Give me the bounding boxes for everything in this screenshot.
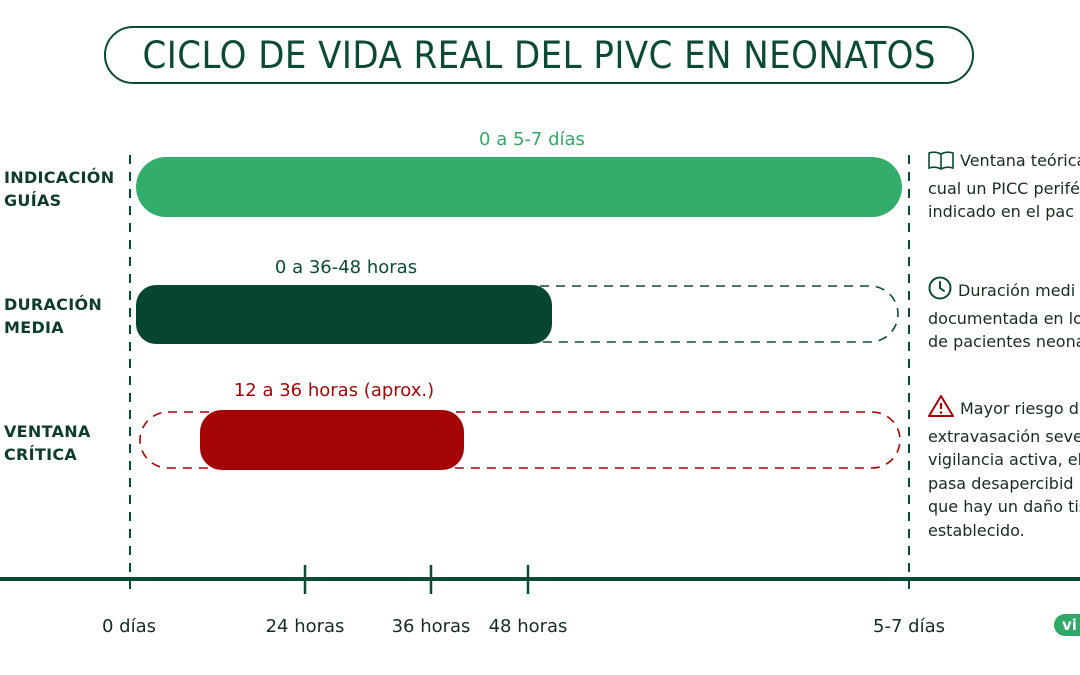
note-duracion: Duración medi documentada en lo de pacie… <box>928 276 1080 354</box>
row-label-line: VENTANA <box>4 422 91 441</box>
note-line: pasa desapercibid <box>928 473 1074 493</box>
tick-label: 24 horas <box>265 616 345 637</box>
range-ventana <box>139 411 901 469</box>
row-label-line: MEDIA <box>4 318 64 337</box>
note-line: vigilancia activa, el <box>928 450 1080 469</box>
tick-label: 48 horas <box>488 616 568 637</box>
clock-icon <box>928 276 952 307</box>
note-line: de pacientes neona <box>928 332 1080 351</box>
caption-indicacion: 0 a 5-7 días <box>479 129 585 150</box>
tick-label: 0 días <box>101 616 157 637</box>
bar-ventana <box>200 410 464 470</box>
row-label-line: CRÍTICA <box>4 445 78 464</box>
page-title: CICLO DE VIDA REAL DEL PIVC EN NEONATOS <box>142 33 936 77</box>
range-duracion <box>540 285 899 343</box>
row-label-ventana: VENTANA CRÍTICA <box>4 420 91 466</box>
bar-duracion <box>136 285 552 344</box>
title-box: CICLO DE VIDA REAL DEL PIVC EN NEONATOS <box>104 26 974 84</box>
brand-logo: vi <box>1054 614 1080 636</box>
caption-duracion: 0 a 36-48 horas <box>274 257 418 278</box>
row-label-duracion: DURACIÓN MEDIA <box>4 293 102 339</box>
row-label-indicacion: INDICACIÓN GUÍAS <box>4 166 114 212</box>
book-icon <box>928 150 954 177</box>
caption-ventana: 12 a 36 horas (aprox.) <box>233 380 435 401</box>
tick-label: 5-7 días <box>873 616 945 637</box>
note-line: Duración medi <box>958 281 1076 300</box>
note-line: que hay un daño tis <box>928 497 1080 516</box>
row-label-line: DURACIÓN <box>4 295 103 314</box>
row-label-line: GUÍAS <box>4 191 62 210</box>
note-indicacion: Ventana teórica cual un PICC perifér ind… <box>928 149 1080 224</box>
bar-indicacion <box>136 157 902 217</box>
warning-icon <box>928 394 954 425</box>
note-line: establecido. <box>928 520 1025 540</box>
note-line: Ventana teórica <box>960 151 1080 170</box>
tick-label: 36 horas <box>391 616 471 637</box>
note-line: documentada en lo <box>928 308 1080 328</box>
note-line: cual un PICC perifér <box>928 178 1080 198</box>
row-label-line: INDICACIÓN <box>4 168 115 187</box>
note-line: indicado en el pac <box>928 202 1075 221</box>
note-line: Mayor riesgo d <box>960 399 1079 418</box>
note-line: extravasación sever <box>928 426 1080 446</box>
note-ventana: Mayor riesgo d extravasación sever vigil… <box>928 394 1080 542</box>
